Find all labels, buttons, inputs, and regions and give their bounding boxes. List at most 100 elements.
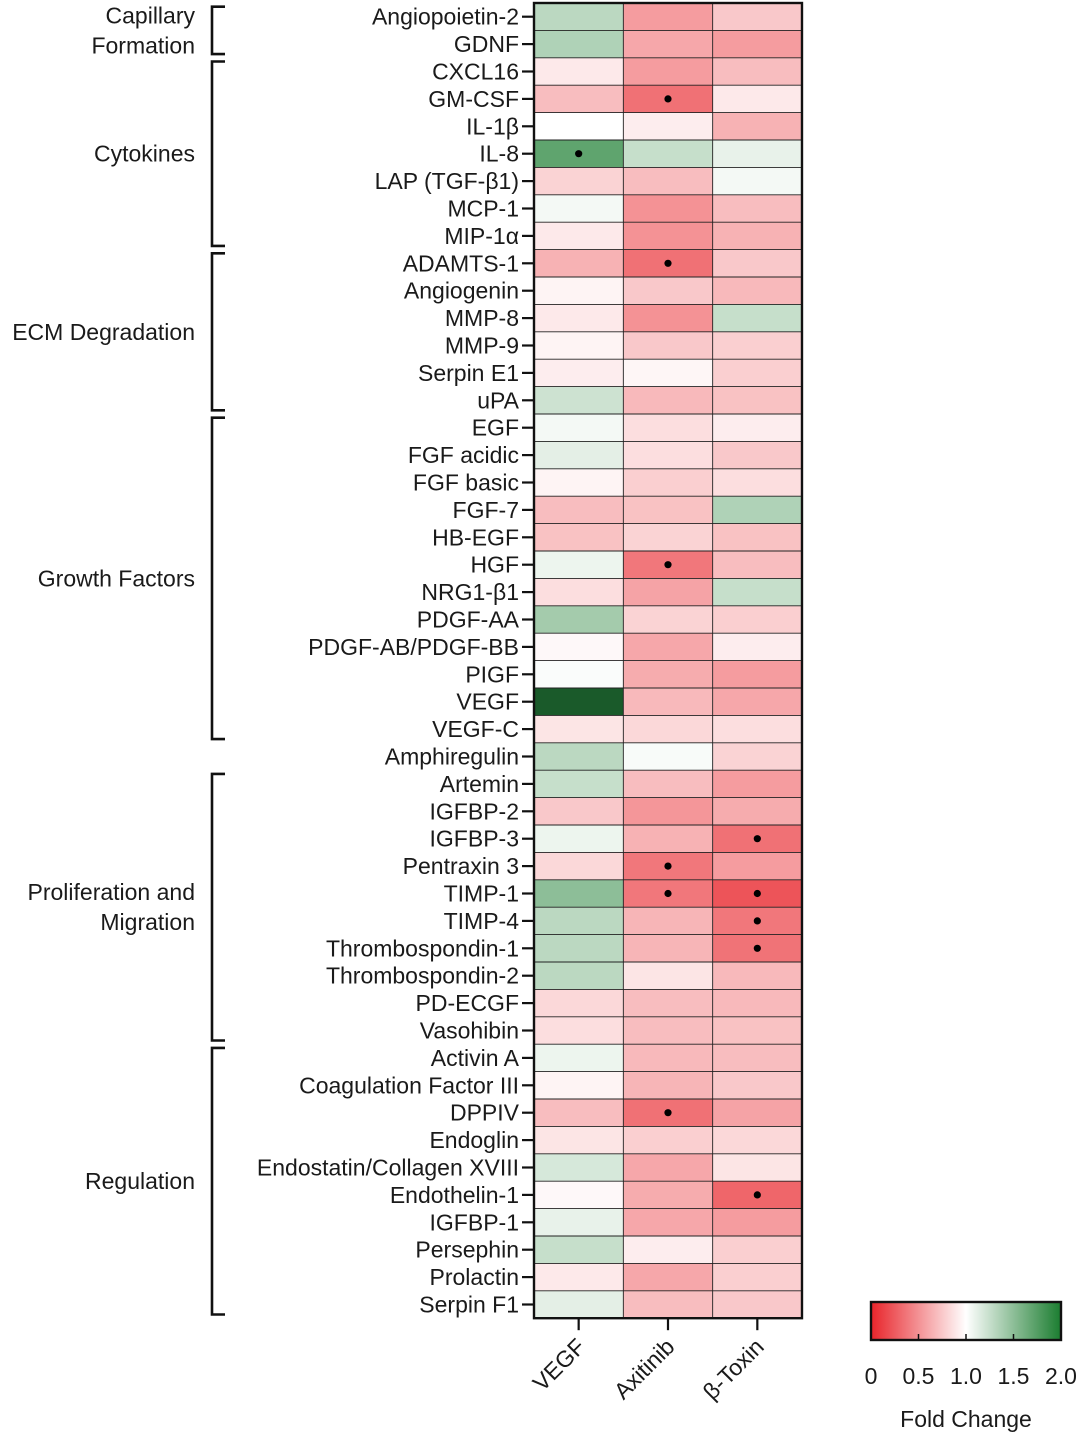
heatmap-cell: [712, 1126, 802, 1154]
heatmap-cell: [623, 1044, 713, 1072]
heatmap-cell: [712, 1236, 802, 1264]
significance-dot: [664, 889, 672, 898]
heatmap-cell: [712, 249, 802, 277]
heatmap-cell: [534, 715, 624, 743]
row-label: VEGF: [456, 689, 519, 715]
row-label: MCP-1: [447, 196, 519, 222]
group-label: Regulation: [85, 1168, 195, 1194]
heatmap-cells: [534, 3, 802, 1319]
significance-dot: [664, 561, 672, 569]
heatmap-cell: [534, 222, 624, 250]
heatmap-cell: [534, 962, 624, 990]
row-label: Angiogenin: [404, 278, 519, 304]
heatmap-cell: [623, 112, 713, 140]
row-label: Persephin: [415, 1237, 519, 1263]
heatmap-cell: [712, 468, 802, 497]
heatmap-cell: [623, 194, 713, 223]
heatmap-cell: [534, 1099, 624, 1127]
heatmap-cell: [712, 194, 802, 223]
significance-dot: [664, 95, 672, 103]
row-label: Coagulation Factor III: [299, 1072, 519, 1098]
heatmap-cell: [534, 523, 624, 551]
row-label: TIMP-1: [444, 881, 519, 907]
heatmap-cell: [712, 742, 802, 771]
heatmap-cell: [623, 386, 713, 414]
heatmap-cell: [534, 1016, 624, 1045]
group-bracket: [210, 772, 225, 1042]
significance-dot: [664, 862, 672, 870]
heatmap-cell: [712, 30, 802, 58]
row-label: Amphiregulin: [385, 744, 519, 770]
heatmap-cell: [712, 3, 802, 31]
heatmap-cell: [712, 57, 802, 86]
row-label: IL-1β: [466, 113, 519, 139]
row-label: Endothelin-1: [390, 1182, 519, 1208]
heatmap-cell: [534, 194, 624, 223]
row-label: LAP (TGF-β1): [375, 168, 519, 194]
heatmap-cell: [534, 551, 624, 579]
row-label: FGF basic: [413, 470, 519, 496]
heatmap-cell: [534, 1126, 624, 1154]
group-brackets: Capillary Formation Cytokines ECM Degradati…: [12, 2, 225, 1316]
heatmap-cell: [712, 660, 802, 688]
heatmap-cell: [712, 715, 802, 743]
colorbar-tick-label: 2.0: [1045, 1363, 1077, 1389]
heatmap-cell: [712, 1016, 802, 1045]
heatmap-cell: [623, 30, 713, 58]
row-label: Serpin E1: [418, 360, 519, 386]
group-bracket: [210, 5, 225, 56]
heatmap-cell: [712, 1208, 802, 1236]
row-label: HB-EGF: [432, 524, 519, 550]
heatmap-cell: [712, 167, 802, 195]
row-label: FGF acidic: [408, 442, 519, 468]
heatmap-cell: [623, 222, 713, 250]
heatmap-cell: [712, 605, 802, 634]
heatmap-cell: [623, 770, 713, 798]
heatmap-cell: [534, 742, 624, 771]
heatmap-cell: [623, 1153, 713, 1182]
row-labels: Angiopoietin-2GDNFCXCL16GM-CSFIL-1βIL-8L…: [257, 4, 534, 1318]
heatmap-cell: [623, 1263, 713, 1291]
heatmap-cell: [534, 934, 624, 962]
heatmap-cell: [623, 496, 713, 524]
heatmap-cell: [534, 1153, 624, 1182]
heatmap-cell: [712, 1263, 802, 1291]
significance-dot: [753, 1191, 761, 1199]
heatmap-cell: [534, 770, 624, 798]
heatmap-cell: [534, 907, 624, 935]
row-label: EGF: [472, 415, 519, 441]
heatmap-cell: [623, 167, 713, 195]
row-label: VEGF-C: [432, 716, 519, 742]
heatmap-cell: [623, 1071, 713, 1099]
heatmap-cell: [534, 879, 624, 908]
significance-dot: [753, 944, 761, 952]
colorbar-title: Fold Change: [900, 1406, 1032, 1432]
heatmap-cell: [712, 140, 802, 168]
heatmap-cell: [623, 633, 713, 661]
heatmap-cell: [712, 1071, 802, 1099]
heatmap-cell: [712, 386, 802, 414]
heatmap-cell: [623, 468, 713, 497]
row-label: PD-ECGF: [416, 990, 520, 1016]
heatmap-cell: [623, 304, 713, 332]
heatmap-cell: [534, 1044, 624, 1072]
row-label: Thrombospondin-1: [326, 935, 519, 961]
heatmap-cell: [534, 688, 624, 716]
heatmap-cell: [534, 1290, 624, 1319]
column-label: VEGF: [528, 1333, 591, 1396]
heatmap-cell: [623, 359, 713, 387]
heatmap-cell: [623, 989, 713, 1017]
heatmap-cell: [712, 1290, 802, 1319]
heatmap-cell: [623, 414, 713, 442]
heatmap-cell: [623, 825, 713, 853]
heatmap-cell: [712, 304, 802, 332]
row-label: Pentraxin 3: [403, 853, 519, 879]
heatmap-cell: [712, 962, 802, 990]
heatmap-cell: [534, 496, 624, 524]
heatmap-cell: [712, 441, 802, 469]
colorbar-tick-label: 1.0: [950, 1363, 982, 1389]
row-label: Serpin F1: [419, 1292, 519, 1318]
row-label: GDNF: [454, 31, 519, 57]
group-label: ECM Degradation: [12, 319, 195, 345]
